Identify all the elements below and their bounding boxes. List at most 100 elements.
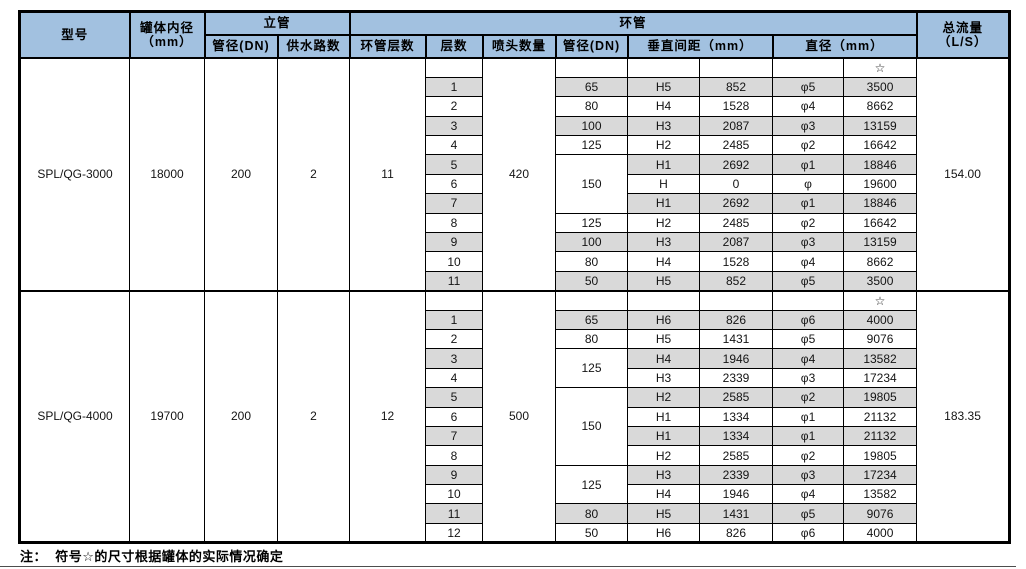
cell-height-label: H5: [627, 503, 701, 524]
cell-layer-number: 2: [425, 328, 484, 350]
table-row: 7 H1 2692 φ1 18846: [20, 193, 1010, 214]
cell-phi-label: φ3: [772, 367, 845, 389]
cell-layer-number: 8: [425, 212, 484, 234]
header-ring-layer-count: 环管层数: [348, 34, 427, 59]
cell-vertical-spacing: 2339: [699, 367, 774, 389]
table-row: 2 80 H5 1431 φ5 9076: [20, 328, 1010, 350]
cell-phi-label: φ: [772, 173, 845, 195]
table-row: 7 H1 1334 φ1 21132: [20, 425, 1010, 447]
cell-ring-diameter: 16642: [843, 135, 918, 156]
table-row: 4 H3 2339 φ3 17234: [20, 367, 1010, 389]
cell-layer-number: 4: [425, 367, 484, 389]
cell-empty: [555, 57, 629, 78]
cell-vertical-spacing: 826: [699, 309, 774, 330]
cell-vertical-spacing: 0: [699, 173, 774, 195]
cell-phi-label: φ2: [772, 445, 845, 466]
cell-vertical-spacing: 2087: [699, 232, 774, 253]
cell-ring-layer-count: 11: [349, 57, 427, 292]
cell-total-flow: 154.00: [916, 57, 1011, 292]
header-model: 型号: [18, 10, 131, 59]
header-line: 总流量: [942, 20, 984, 35]
cell-empty: [699, 57, 774, 78]
header-supply-paths: 供水路数: [276, 34, 351, 59]
cell-empty: [772, 57, 845, 78]
cell-vertical-spacing: 852: [699, 270, 774, 292]
header-row-1: 型号 罐体内径 （mm） 立管 环管 总流量 （L/S）: [18, 10, 1011, 59]
cell-height-label: H5: [627, 76, 701, 98]
cell-vertical-spacing: 1946: [699, 484, 774, 505]
cell-nozzle-count: 420: [482, 57, 557, 292]
cell-ring-dn: 80: [555, 503, 629, 524]
cell-empty: [555, 289, 629, 311]
table-row: 1 65 H5 852 φ5 3500: [20, 76, 1010, 98]
cell-layer-number: 9: [425, 464, 484, 486]
cell-vertical-spacing: 1431: [699, 328, 774, 350]
cell-ring-diameter: 13159: [843, 115, 918, 137]
header-tank-diameter: 罐体内径 （mm）: [128, 10, 206, 59]
header-line: （L/S）: [938, 35, 988, 49]
cell-ring-dn: 125: [555, 212, 629, 234]
cell-ring-diameter: 13582: [843, 348, 918, 369]
cell-layer-number: 1: [425, 309, 484, 330]
cell-ring-dn: 150: [555, 387, 629, 466]
cell-ring-diameter: 4000: [843, 309, 918, 330]
cell-phi-label: φ5: [772, 328, 845, 350]
cell-height-label: H1: [627, 154, 701, 175]
cell-layer-number: 6: [425, 173, 484, 195]
cell-phi-label: φ1: [772, 425, 845, 447]
cell-ring-dn: 80: [555, 96, 629, 117]
cell-ring-diameter: 17234: [843, 464, 918, 486]
cell-ring-diameter: 13582: [843, 484, 918, 505]
cell-ring-dn: 125: [555, 348, 629, 389]
cell-phi-label: φ4: [772, 96, 845, 117]
cell-phi-label: φ3: [772, 464, 845, 486]
cell-layer-number: 1: [425, 76, 484, 98]
cell-height-label: H4: [627, 96, 701, 117]
cell-ring-dn: 50: [555, 522, 629, 544]
cell-ring-diameter: 21132: [843, 425, 918, 447]
cell-phi-label: φ1: [772, 193, 845, 214]
cell-supply-paths: 2: [276, 289, 351, 544]
cell-empty: [627, 57, 701, 78]
cell-ring-diameter: 9076: [843, 503, 918, 524]
cell-vertical-spacing: 1334: [699, 425, 774, 447]
header-group-ring: 环管: [348, 10, 918, 36]
cell-height-label: H3: [627, 115, 701, 137]
cell-nozzle-count: 500: [482, 289, 557, 544]
cell-vertical-spacing: 2485: [699, 135, 774, 156]
cell-star: ☆: [843, 57, 918, 78]
table-row: 5 150 H1 2692 φ1 18846: [20, 154, 1010, 214]
cell-vertical-spacing: 2339: [699, 464, 774, 486]
header-nozzle-count: 喷头数量: [481, 34, 557, 59]
cell-ring-dn: 80: [555, 328, 629, 350]
cell-phi-label: φ5: [772, 503, 845, 524]
cell-ring-dn: 50: [555, 270, 629, 292]
table-row: 3 125 H4 1946 φ4 13582: [20, 348, 1010, 389]
cell-height-label: H3: [627, 367, 701, 389]
cell-ring-diameter: 9076: [843, 328, 918, 350]
cell-height-label: H5: [627, 328, 701, 350]
table-row: 9 125 H3 2339 φ3 17234: [20, 464, 1010, 505]
cell-layer-number: 9: [425, 232, 484, 253]
cell-supply-paths: 2: [276, 57, 351, 292]
cell-layer-number: 6: [425, 406, 484, 427]
cell-model: SPL/QG-4000: [19, 289, 130, 544]
cell-height-label: H4: [627, 484, 701, 505]
cell-vertical-spacing: 1946: [699, 348, 774, 369]
header-total-flow: 总流量 （L/S）: [915, 10, 1011, 59]
page-bottom-rule: [0, 566, 1016, 567]
table-row: 8 125 H2 2485 φ2 16642: [20, 212, 1010, 234]
cell-vertical-spacing: 2692: [699, 193, 774, 214]
cell-height-label: H: [627, 173, 701, 195]
cell-phi-label: φ1: [772, 154, 845, 175]
cell-tank-inner-diameter: 19700: [129, 289, 205, 544]
footnote: 注： 符号☆的尺寸根据罐体的实际情况确定: [20, 549, 284, 564]
cell-layer-number: 3: [425, 115, 484, 137]
cell-layer-number: 10: [425, 251, 484, 272]
cell-height-label: H4: [627, 348, 701, 369]
cell-ring-diameter: 3500: [843, 270, 918, 292]
cell-empty: [627, 289, 701, 311]
cell-layer-empty: [425, 57, 484, 78]
cell-layer-empty: [425, 289, 484, 311]
